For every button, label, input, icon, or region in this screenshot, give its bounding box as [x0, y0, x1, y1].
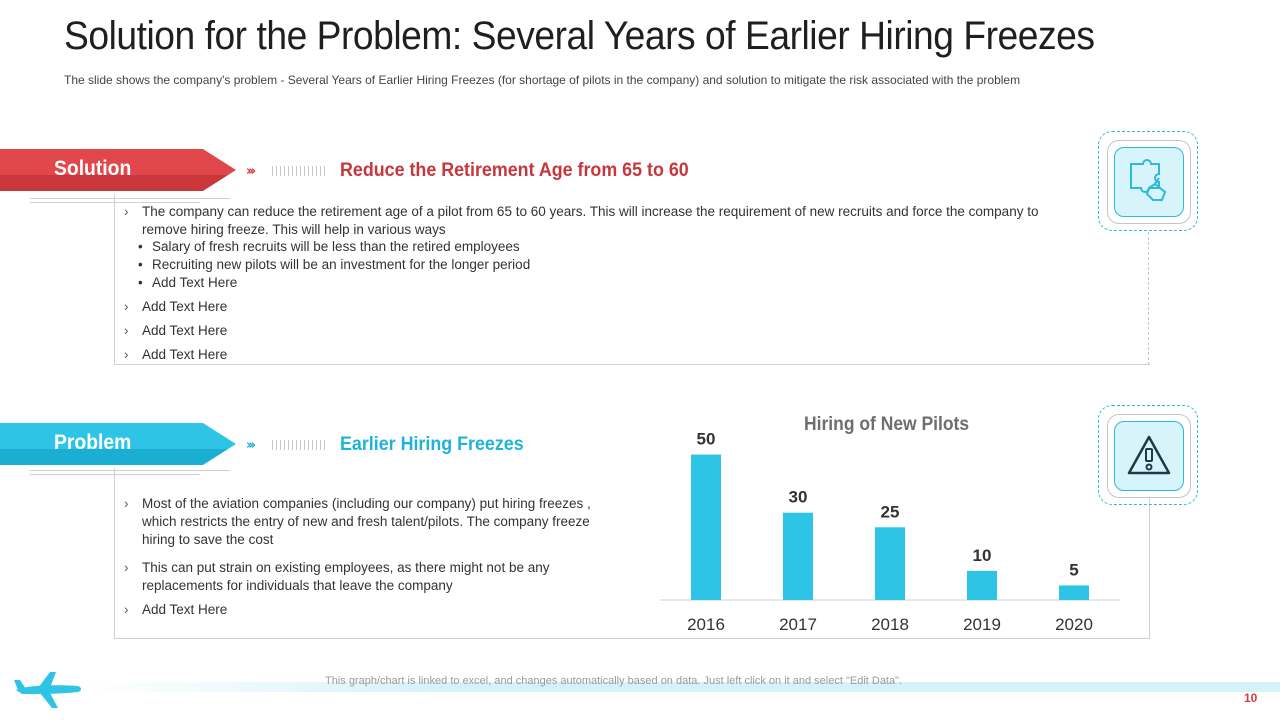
solution-banner: Solution	[0, 149, 236, 191]
bullet-icon: •	[138, 239, 143, 254]
footer-line	[84, 682, 1280, 692]
problem-banner-underline-2	[30, 474, 200, 475]
bar-2017	[783, 512, 813, 600]
solution-point-3: › Add Text Here	[124, 323, 228, 338]
bar-2020	[1059, 585, 1089, 600]
problem-label: Problem	[54, 431, 132, 454]
problem-banner-underline	[30, 470, 230, 471]
problem-chevron-icon: ›››	[246, 438, 256, 453]
problem-banner: Problem	[0, 423, 236, 465]
solution-dash-connector	[1148, 232, 1149, 365]
bullet-icon: •	[138, 275, 143, 290]
solution-point-1: › The company can reduce the retirement …	[124, 204, 1039, 237]
chevron-right-icon: ›	[124, 323, 129, 338]
chevron-right-icon: ›	[124, 496, 129, 511]
solution-subpoint-2: • Recruiting new pilots will be an inves…	[138, 257, 531, 272]
bar-2016	[691, 454, 721, 600]
bar-2018	[875, 527, 905, 600]
problem-point-2: › This can put strain on existing employ…	[124, 560, 550, 593]
data-label-2018: 25	[881, 502, 900, 521]
problem-icon-frame	[1098, 405, 1198, 505]
footnote: This graph/chart is linked to excel, and…	[325, 675, 903, 687]
problem-arrows: ›››	[246, 438, 326, 453]
solution-heading: Reduce the Retirement Age from 65 to 60	[340, 160, 689, 181]
bullet-icon: •	[138, 257, 143, 272]
puzzle-hand-icon	[1130, 159, 1167, 201]
x-tick-2016: 2016	[687, 615, 725, 634]
data-label-2019: 10	[973, 546, 992, 565]
solution-chevron-icon: ›››	[246, 164, 256, 179]
problem-box	[114, 468, 1150, 639]
problem-tick-marks	[272, 440, 326, 450]
page-title: Solution for the Problem: Several Years …	[64, 14, 1095, 58]
data-label-2020: 5	[1069, 560, 1078, 579]
solution-subpoint-3: • Add Text Here	[138, 275, 238, 290]
solution-point-4: › Add Text Here	[124, 347, 228, 362]
problem-heading: Earlier Hiring Freezes	[340, 434, 524, 455]
solution-subpoint-1: • Salary of fresh recruits will be less …	[138, 239, 520, 254]
chevron-right-icon: ›	[124, 347, 129, 362]
page-subtitle: The slide shows the company's problem - …	[64, 73, 1021, 87]
warning-icon	[1127, 435, 1171, 475]
x-tick-2020: 2020	[1055, 615, 1093, 634]
x-tick-2019: 2019	[963, 615, 1001, 634]
x-tick-2018: 2018	[871, 615, 909, 634]
x-tick-2017: 2017	[779, 615, 817, 634]
solution-arrows: ›››	[246, 164, 326, 179]
bar-chart: 50 2016 30 2017 25 2018 10 2019 5 2020	[660, 430, 1120, 634]
problem-point-1: › Most of the aviation companies (includ…	[124, 496, 591, 547]
solution-point-2: › Add Text Here	[124, 299, 228, 314]
solution-label: Solution	[54, 157, 132, 180]
data-label-2017: 30	[789, 488, 808, 507]
solution-banner-underline-2	[30, 202, 200, 203]
data-label-2016: 50	[697, 430, 716, 449]
page-number: 10	[1244, 691, 1258, 705]
problem-point-3: › Add Text Here	[124, 602, 228, 617]
chart-title: Hiring of New Pilots	[804, 414, 970, 435]
solution-banner-underline	[30, 198, 230, 199]
airplane-icon	[14, 672, 81, 708]
bar-2019	[967, 570, 997, 600]
solution-box	[114, 194, 1150, 365]
chevron-right-icon: ›	[124, 299, 129, 314]
chevron-right-icon: ›	[124, 204, 129, 219]
chevron-right-icon: ›	[124, 560, 129, 575]
chevron-right-icon: ›	[124, 602, 129, 617]
solution-tick-marks	[272, 166, 326, 176]
solution-icon-frame	[1098, 131, 1198, 231]
